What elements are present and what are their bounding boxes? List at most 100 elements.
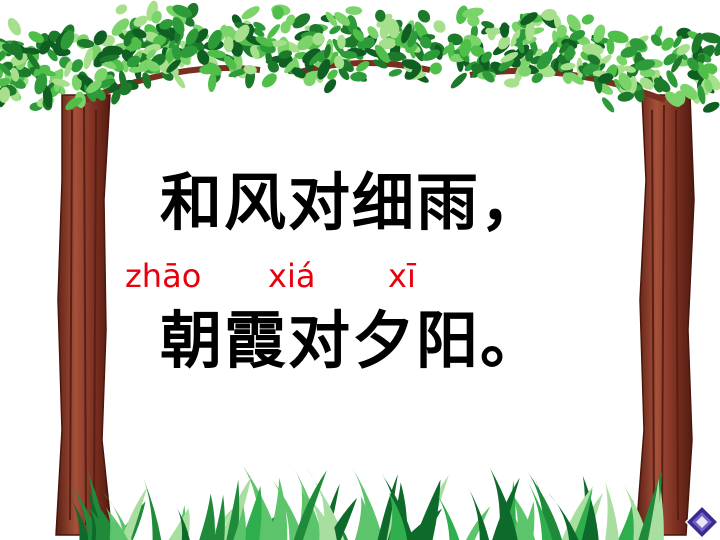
leaf: [34, 73, 48, 95]
leaf: [661, 37, 674, 51]
leaf: [255, 36, 274, 47]
leaf: [278, 50, 293, 59]
grass-blade: [65, 477, 101, 540]
leaf: [71, 59, 84, 73]
leaf: [324, 79, 337, 94]
grass-blade: [352, 468, 384, 540]
leaf: [146, 49, 156, 60]
leaf: [10, 67, 20, 82]
leaf: [250, 45, 260, 60]
leaf: [419, 36, 432, 49]
grass-blade: [102, 492, 133, 540]
grass-blade: [527, 471, 563, 540]
leaf: [308, 49, 326, 66]
grass-blade: [492, 477, 520, 540]
leaf: [0, 78, 11, 87]
leaf: [253, 28, 265, 37]
leaf: [95, 88, 106, 101]
grass-blade: [489, 467, 518, 540]
leaf: [467, 14, 480, 27]
leaf: [195, 28, 209, 43]
leaf: [525, 20, 535, 42]
grass-blade: [648, 478, 660, 540]
diamond-next-icon[interactable]: [684, 504, 720, 540]
leaf: [531, 73, 543, 83]
left-tree-trunk: [55, 94, 113, 536]
leaf: [325, 11, 338, 27]
leaf: [663, 53, 677, 66]
leaf: [324, 44, 331, 59]
leaf: [145, 60, 160, 72]
grass-blade: [520, 501, 535, 540]
leaf: [223, 36, 234, 53]
leaf: [224, 55, 237, 71]
leaf: [197, 49, 210, 65]
leaf: [272, 5, 284, 20]
leaf: [60, 30, 75, 50]
leaf: [462, 7, 484, 18]
leaf: [617, 91, 634, 102]
grass-blade: [269, 476, 305, 540]
leaf: [133, 15, 148, 27]
leaf: [94, 68, 108, 83]
leaf: [172, 16, 185, 35]
leaf: [340, 50, 358, 59]
leaf: [680, 83, 698, 100]
leaf: [159, 19, 174, 30]
leaf: [77, 74, 94, 84]
leaf: [598, 73, 614, 84]
leaf: [559, 42, 570, 54]
leaf: [401, 23, 412, 44]
leaf: [417, 9, 431, 23]
leaf: [83, 47, 94, 70]
leaf: [673, 35, 683, 48]
poem-line-1: 和风对细雨，: [160, 166, 545, 239]
leaf: [567, 72, 584, 85]
leaf: [350, 71, 367, 82]
grass-blade: [524, 476, 553, 540]
leaf: [28, 31, 44, 44]
leaf: [653, 77, 671, 93]
leaf: [93, 30, 107, 46]
leaf: [618, 72, 632, 91]
leaf: [334, 55, 345, 70]
grass-blade: [432, 487, 460, 540]
leaf: [0, 63, 11, 76]
leaf: [498, 35, 511, 50]
leaf: [386, 51, 404, 62]
leaf: [97, 78, 116, 88]
leaf: [376, 13, 393, 28]
leaf: [11, 40, 23, 61]
leaf: [364, 48, 382, 58]
leaf: [52, 78, 70, 87]
leaf: [379, 21, 390, 40]
leaf: [566, 14, 581, 31]
leaf: [99, 54, 120, 63]
leaf: [332, 38, 345, 56]
leaf: [67, 97, 83, 109]
leaf: [245, 35, 263, 46]
leaf: [459, 39, 472, 57]
leaf: [587, 54, 601, 65]
leaf: [285, 14, 296, 26]
leaf: [606, 38, 615, 55]
leaf: [234, 24, 250, 43]
leaf: [115, 4, 128, 15]
leaf: [407, 31, 418, 48]
leaf: [639, 68, 656, 78]
leaf: [39, 41, 51, 55]
leaf: [407, 59, 420, 69]
leaf: [128, 66, 143, 73]
leaf: [674, 90, 686, 106]
leaf: [666, 70, 678, 88]
leaf: [131, 36, 142, 50]
leaf: [696, 61, 709, 80]
grass-blade: [199, 493, 215, 540]
leaf: [356, 60, 370, 72]
leaf: [498, 57, 515, 72]
leaf: [704, 78, 713, 93]
leaf: [38, 68, 56, 77]
leaf: [388, 68, 403, 77]
leaf: [284, 59, 297, 74]
